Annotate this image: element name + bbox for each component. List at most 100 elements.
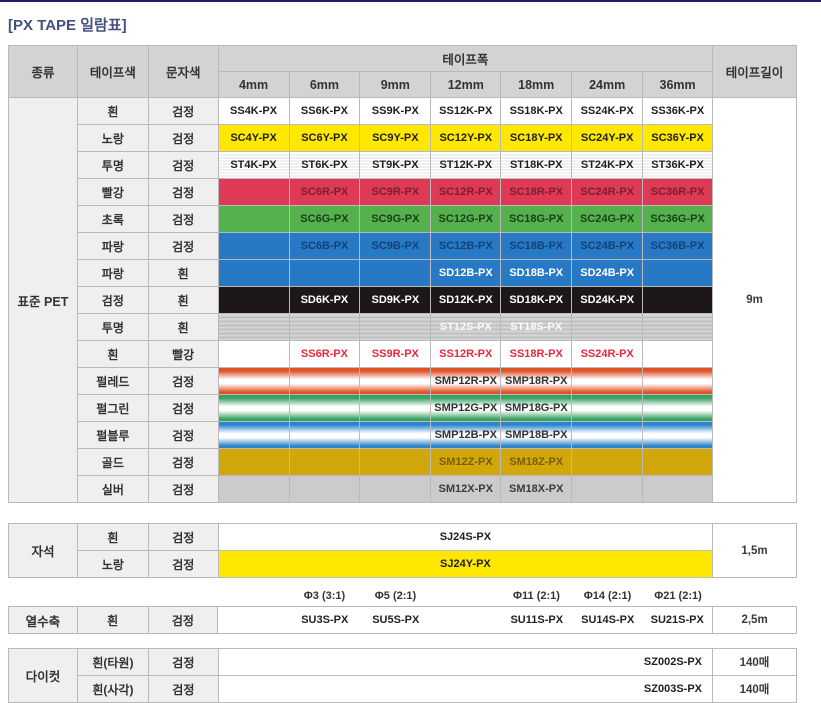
- tape-row: 투명 흰 ST12S-PX ST18S-PX: [9, 313, 797, 341]
- header-row: 종류 테이프색 문자색 테이프폭 테이프길이: [8, 45, 797, 98]
- tape-row: 펄블루 검정 SMP12B-PX SMP18B-PX: [9, 421, 797, 449]
- tape-code-cell: [642, 475, 714, 503]
- diameter-label: Φ3 (3:1): [303, 590, 346, 602]
- tape-color-label: 흰: [76, 97, 149, 125]
- tape-code-cell: SC36B-PX: [642, 232, 714, 260]
- tape-code-cell: SM12Z-PX: [430, 448, 502, 476]
- tape-row: 노랑 검정 SJ24Y-PX: [9, 550, 797, 578]
- tape-row: 검정 흰 SD6K-PX SD9K-PX SD12K-PX SD18K-PX SD24K-P…: [9, 286, 797, 314]
- tape-code-cell: ST9K-PX: [359, 151, 432, 179]
- diecut-table: 다이컷 흰(타원) 검정 SZ002S-PX 140매 흰(사각) 검정 SZ003S-PX 1…: [8, 648, 797, 703]
- tape-color-label: 파랑: [76, 232, 149, 260]
- tape-code-cell: [217, 340, 290, 368]
- text-color-label: 검정: [147, 124, 219, 152]
- tape-color-label: 골드: [76, 448, 149, 476]
- shrink-codes-cell: SU3S-PX SU5S-PX SU11S-PX SU14S-PX SU21S-PX: [217, 606, 714, 634]
- tape-code-cell: [359, 367, 432, 395]
- tape-code-cell: SMP12G-PX: [430, 394, 502, 422]
- tape-row: 파랑 흰 SD12B-PX SD18B-PX SD24B-PX: [9, 259, 797, 287]
- tape-code-cell: [571, 448, 644, 476]
- tape-code-cell: SMP18R-PX: [500, 367, 573, 395]
- text-color-label: 흰: [147, 259, 219, 287]
- text-color-label: 검정: [147, 178, 219, 206]
- tape-code-cell: SD12B-PX: [430, 259, 502, 287]
- tape-code-cell: ST4K-PX: [217, 151, 290, 179]
- tape-code-cell: SC24B-PX: [571, 232, 644, 260]
- tape-code-cell: SC12B-PX: [430, 232, 502, 260]
- heat-shrink-table: 열수축 흰 검정 SU3S-PX SU5S-PX SU11S-PX SU14S-PX S…: [8, 606, 797, 634]
- tape-color-label: 흰: [76, 523, 149, 551]
- width-header: 4mm: [217, 71, 290, 98]
- tape-row: 흰(사각) 검정 SZ003S-PX 140매: [9, 675, 797, 703]
- tape-code-cell: [217, 394, 290, 422]
- tape-code-cell: [288, 475, 361, 503]
- tape-code-cell: SS9K-PX: [359, 97, 432, 125]
- text-color-label: 검정: [147, 675, 219, 703]
- tape-row: 노랑 검정 SC4Y-PX SC6Y-PX SC9Y-PX SC12Y-PX SC18Y-P…: [9, 124, 797, 152]
- tape-code-cell: SM18Z-PX: [500, 448, 573, 476]
- tape-code-cell: SU11S-PX: [510, 614, 564, 626]
- tape-code-cell: [359, 421, 432, 449]
- tape-code-cell: SC24Y-PX: [571, 124, 644, 152]
- tape-code-cell: ST24K-PX: [571, 151, 644, 179]
- width-subheader-row: 4mm 6mm 9mm 12mm 18mm 24mm 36mm: [9, 71, 797, 98]
- tape-length-value: 140매: [712, 675, 797, 703]
- tape-code-cell: SU21S-PX: [650, 614, 704, 626]
- tape-code-cell: SU3S-PX: [301, 614, 349, 626]
- tape-code-cell: [642, 448, 714, 476]
- tape-code-cell: SS12K-PX: [430, 97, 502, 125]
- tape-code-cell: ST12K-PX: [430, 151, 502, 179]
- tape-color-label: 흰: [76, 606, 149, 634]
- tape-row: 투명 검정 ST4K-PX ST6K-PX ST9K-PX ST12K-PX ST18K-P…: [9, 151, 797, 179]
- tape-row: 흰 빨강 SS6R-PX SS9R-PX SS12R-PX SS18R-PX SS24R-P…: [9, 340, 797, 368]
- tape-code-cell: SMP12R-PX: [430, 367, 502, 395]
- tape-code-cell: SJ24Y-PX: [217, 550, 714, 578]
- tape-code-cell: SD12K-PX: [430, 286, 502, 314]
- group-label: 다이컷: [8, 648, 78, 703]
- text-color-label: 검정: [147, 97, 219, 125]
- tape-code-cell: SC6R-PX: [288, 178, 361, 206]
- magnet-table: 자석 흰 검정 SJ24S-PX 1,5m 노랑 검정 SJ24Y-PX: [8, 523, 797, 578]
- tape-code-cell: SU5S-PX: [372, 614, 420, 626]
- text-color-label: 검정: [147, 523, 219, 551]
- tape-code-cell: SMP18B-PX: [500, 421, 573, 449]
- diameter-label: Φ14 (2:1): [583, 590, 632, 602]
- tape-code-cell: SS18R-PX: [500, 340, 573, 368]
- tape-color-label: 파랑: [76, 259, 149, 287]
- tape-code-cell: SJ24S-PX: [217, 523, 714, 551]
- tape-code-cell: [642, 421, 714, 449]
- tape-row: 골드 검정 SM12Z-PX SM18Z-PX: [9, 448, 797, 476]
- tape-code-cell: ST18K-PX: [500, 151, 573, 179]
- tape-code-cell: [571, 313, 644, 341]
- tape-code-cell: SC18B-PX: [500, 232, 573, 260]
- tape-code-cell: SC18Y-PX: [500, 124, 573, 152]
- tape-code-cell: SS6R-PX: [288, 340, 361, 368]
- tape-code-cell: SS18K-PX: [500, 97, 573, 125]
- tape-code-cell: [571, 421, 644, 449]
- width-header: 18mm: [500, 71, 573, 98]
- text-color-label: 검정: [147, 232, 219, 260]
- tape-code-cell: [571, 367, 644, 395]
- col-header-tape-color: 테이프색: [76, 45, 149, 98]
- tape-row: 빨강 검정 SC6R-PX SC9R-PX SC12R-PX SC18R-PX SC24R-…: [9, 178, 797, 206]
- tape-color-label: 노랑: [76, 550, 149, 578]
- tape-color-label: 노랑: [76, 124, 149, 152]
- col-header-text-color: 문자색: [147, 45, 219, 98]
- tape-code-cell: [642, 286, 714, 314]
- tape-code-cell: [217, 448, 290, 476]
- group-label: 자석: [8, 523, 78, 578]
- text-color-label: 검정: [147, 475, 219, 503]
- tape-code-cell: SS4K-PX: [217, 97, 290, 125]
- text-color-label: 검정: [147, 648, 219, 676]
- width-header: 12mm: [430, 71, 502, 98]
- text-color-label: 검정: [147, 205, 219, 233]
- diameter-header-row: Φ3 (3:1) Φ5 (2:1) Φ11 (2:1) Φ14 (2:1) Φ21 (2…: [8, 590, 797, 602]
- width-header: 36mm: [642, 71, 714, 98]
- tape-code-cell: SU14S-PX: [581, 614, 635, 626]
- tape-length-value: 140매: [712, 648, 797, 676]
- tape-color-label: 빨강: [76, 178, 149, 206]
- tape-code-cell: SS24R-PX: [571, 340, 644, 368]
- tape-code-cell: SS6K-PX: [288, 97, 361, 125]
- tape-code-cell: SC6Y-PX: [288, 124, 361, 152]
